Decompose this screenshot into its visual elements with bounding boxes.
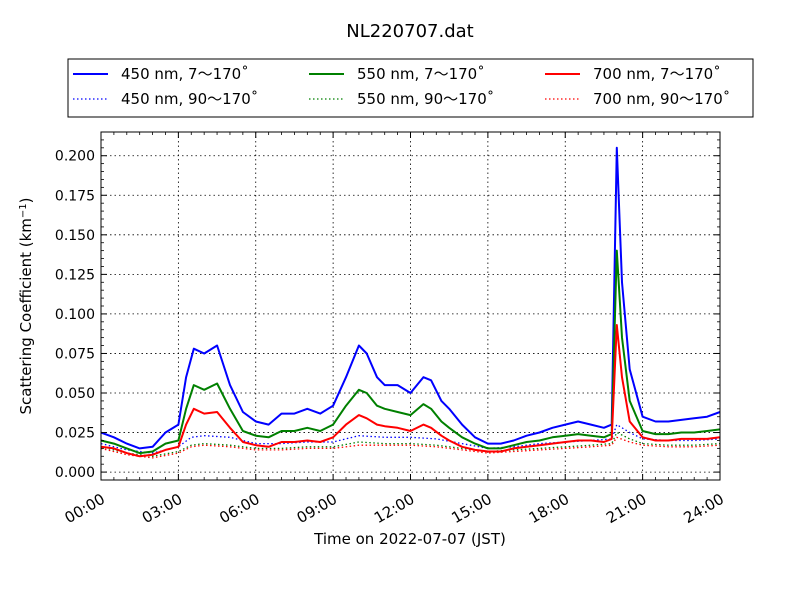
series-layer	[101, 146, 720, 459]
legend-label: 550 nm, 7～170˚	[357, 65, 485, 83]
y-axis-label-main: Scattering Coefficient (km	[17, 218, 35, 414]
legend-label: 450 nm, 90～170˚	[121, 90, 258, 108]
series-line	[101, 423, 720, 454]
y-tick-label: 0.175	[55, 188, 95, 204]
y-tick-label: 0.075	[55, 346, 95, 362]
legend-frame	[67, 58, 754, 118]
legend-label: 700 nm, 7～170˚	[593, 65, 721, 83]
legend-label: 700 nm, 90～170˚	[593, 90, 730, 108]
x-axis-label: Time on 2022-07-07 (JST)	[313, 530, 506, 548]
y-tick-label: 0.150	[55, 228, 95, 244]
legend-label: 550 nm, 90～170˚	[357, 90, 494, 108]
y-axis-label-close: )	[17, 197, 35, 203]
chart-title: NL220707.dat	[346, 21, 473, 42]
y-axis-label: Scattering Coefficient (km−1)	[17, 197, 35, 414]
legend: 450 nm, 7～170˚ 550 nm, 7～170˚ 700 nm, 7～17…	[67, 58, 754, 118]
legend-label: 450 nm, 7～170˚	[121, 65, 249, 83]
y-tick-label: 0.000	[55, 465, 95, 481]
y-tick-label: 0.050	[55, 386, 95, 402]
y-tick-label: 0.200	[55, 149, 95, 165]
y-axis-label-exponent: −1	[18, 203, 29, 218]
series-line	[101, 324, 720, 458]
y-tick-label: 0.125	[55, 267, 95, 283]
series-line	[101, 146, 720, 450]
series-line	[101, 249, 720, 455]
y-tick-label: 0.100	[55, 307, 95, 323]
y-tick-label: 0.025	[55, 426, 95, 442]
